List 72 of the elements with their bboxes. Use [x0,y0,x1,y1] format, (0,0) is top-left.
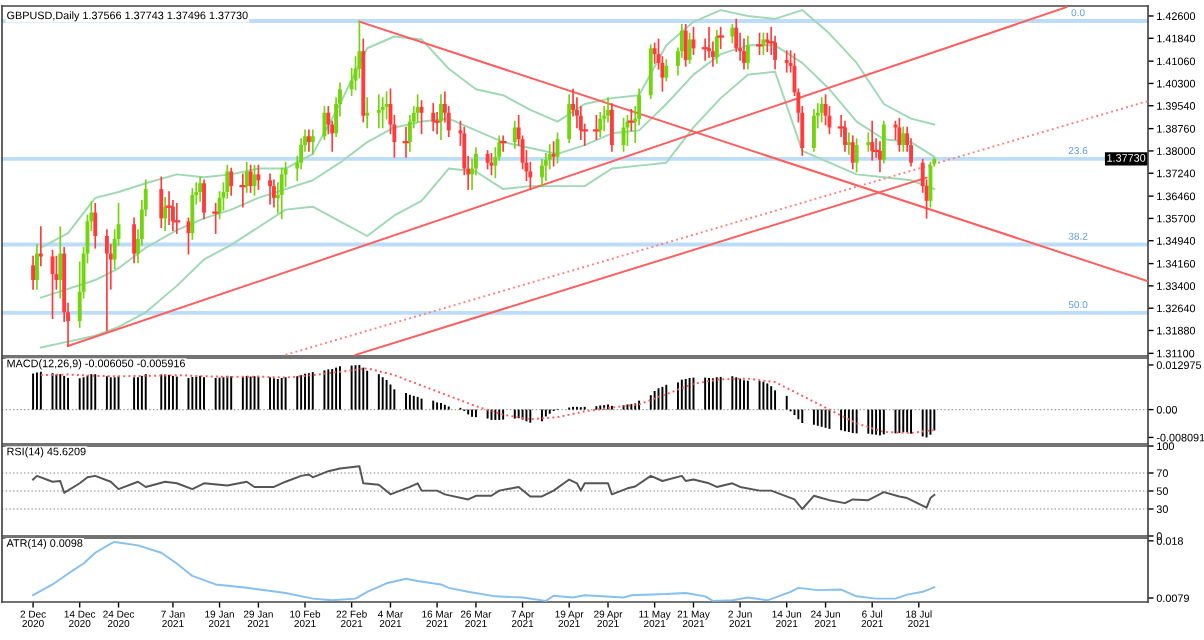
candlestick [31,255,36,290]
candlestick [606,97,610,123]
candlestick [248,164,253,193]
candlestick [229,167,234,196]
candlestick [365,97,370,129]
candlestick [878,141,882,173]
candlestick [512,120,517,149]
candlestick [761,32,766,55]
candlestick [35,243,39,290]
candlestick [870,120,875,161]
candlestick [773,35,778,70]
candlestick [756,32,763,55]
candlestick [850,135,855,170]
candlestick [380,97,385,129]
candlestick [170,199,175,231]
candlestick [897,117,902,152]
candlestick [742,38,746,70]
candlestick [38,226,43,267]
candlestick [268,173,272,205]
candlestick [402,126,410,158]
candlestick [431,103,436,132]
candlestick [881,120,886,164]
candlestick [683,23,688,67]
candlestick [734,18,739,53]
candlestick [784,50,789,73]
line-series [39,70,936,349]
candlestick [384,91,389,120]
candlestick [198,176,203,202]
candlestick [256,164,261,190]
candlestick [609,103,614,152]
candlestick [58,226,63,299]
candlestick [846,132,851,155]
candlestick [132,217,137,264]
candlestick [648,44,653,99]
candlestick [621,117,626,152]
candlestick [93,202,98,249]
candlestick [652,42,657,64]
candlestick [376,94,381,129]
candlestick [271,179,276,208]
candlestick [664,59,669,82]
candlestick [540,158,544,187]
candlestick [819,97,824,123]
candlestick [687,32,692,64]
candlestick [866,132,871,152]
candlestick [811,109,816,152]
candlestick [433,111,441,135]
line-series [39,367,936,434]
candlestick [165,191,173,226]
candlestick [499,135,507,152]
candlestick [415,94,420,123]
candlestick [598,111,603,138]
candlestick [745,35,750,70]
candlestick [322,106,327,141]
candlestick [159,176,164,229]
candlestick [567,94,572,143]
candlestick [843,120,847,152]
candlestick [279,167,284,220]
candlestick [854,138,859,173]
candlestick [714,29,719,64]
candlestick [244,161,249,193]
candlestick [163,197,168,231]
candlestick [190,188,195,240]
candlestick [104,229,109,332]
candlestick [306,129,311,152]
candlestick [901,126,906,152]
candlestick [823,94,828,126]
candlestick [407,114,412,152]
line-series [32,465,936,510]
candlestick [202,179,206,220]
candlestick [310,129,315,155]
candlestick [439,94,443,141]
candlestick [551,141,556,167]
